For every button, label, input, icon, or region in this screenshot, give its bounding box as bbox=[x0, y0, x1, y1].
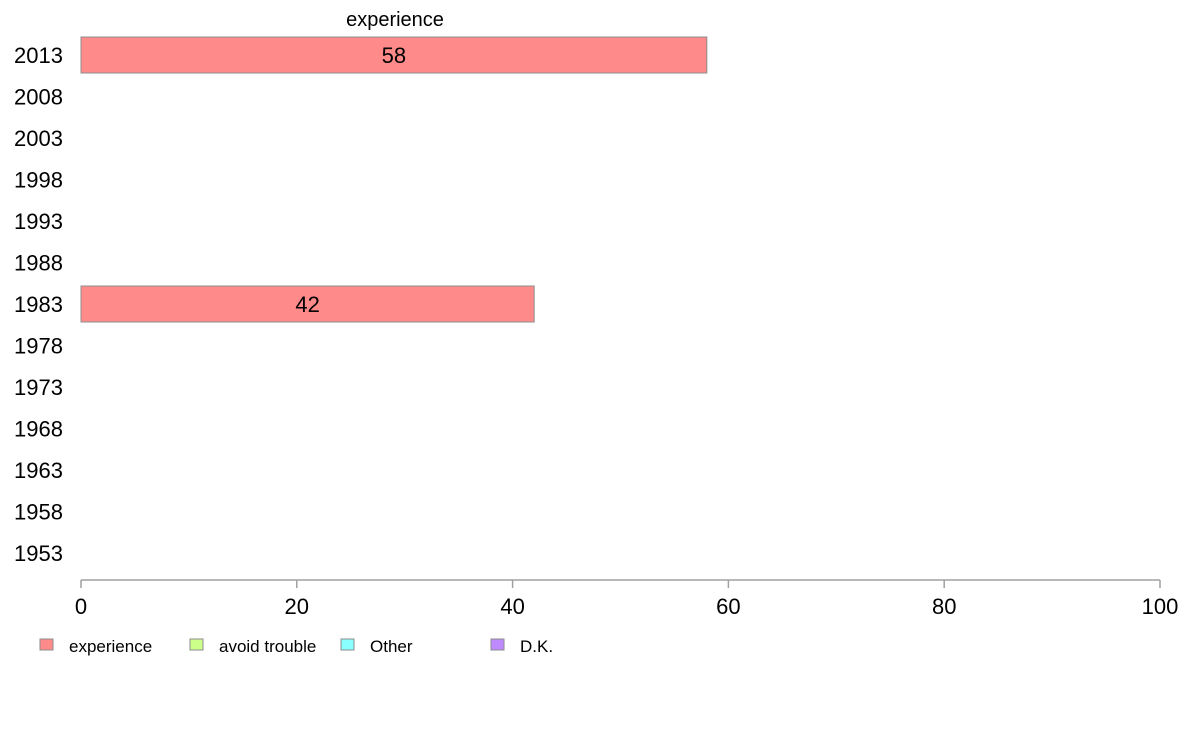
bar-value-label: 58 bbox=[382, 43, 406, 68]
legend-swatch bbox=[340, 638, 355, 651]
y-tick-label: 1993 bbox=[14, 209, 63, 234]
y-tick-label: 1968 bbox=[14, 417, 63, 442]
x-tick-label: 80 bbox=[932, 594, 956, 619]
y-tick-label: 2003 bbox=[14, 126, 63, 151]
x-tick-label: 0 bbox=[75, 594, 87, 619]
legend-label: experience bbox=[69, 637, 152, 656]
legend-label: avoid trouble bbox=[219, 637, 316, 656]
y-tick-label: 1988 bbox=[14, 251, 63, 276]
x-tick-label: 20 bbox=[285, 594, 309, 619]
legend: experience avoid trouble Other D.K. bbox=[39, 637, 553, 656]
legend-swatch bbox=[189, 638, 204, 651]
bar bbox=[80, 36, 708, 74]
bar bbox=[80, 285, 535, 323]
x-axis: 0 20 40 60 80 100 bbox=[75, 579, 1179, 619]
legend-label: D.K. bbox=[520, 637, 553, 656]
y-tick-label: 1973 bbox=[14, 375, 63, 400]
legend-label: Other bbox=[370, 637, 413, 656]
y-tick-label: 1963 bbox=[14, 458, 63, 483]
y-tick-label: 1978 bbox=[14, 334, 63, 359]
bar-value-label: 42 bbox=[295, 292, 319, 317]
column-labels: experience bbox=[346, 9, 444, 31]
y-tick-label: 2008 bbox=[14, 85, 63, 110]
y-axis: 2013 2008 2003 1998 1993 1988 1983 1978 1973 1968… bbox=[14, 43, 63, 566]
y-tick-label: 1998 bbox=[14, 168, 63, 193]
column-label: experience bbox=[346, 9, 444, 31]
y-tick-label: 1953 bbox=[14, 541, 63, 566]
y-tick-label: 1983 bbox=[14, 292, 63, 317]
legend-swatch bbox=[39, 638, 54, 651]
y-tick-label: 2013 bbox=[14, 43, 63, 68]
x-tick-label: 60 bbox=[716, 594, 740, 619]
bars: 58 42 bbox=[80, 36, 708, 323]
x-tick-label: 40 bbox=[500, 594, 524, 619]
legend-swatch bbox=[490, 638, 505, 651]
y-tick-label: 1958 bbox=[14, 500, 63, 525]
x-tick-label: 100 bbox=[1142, 594, 1179, 619]
